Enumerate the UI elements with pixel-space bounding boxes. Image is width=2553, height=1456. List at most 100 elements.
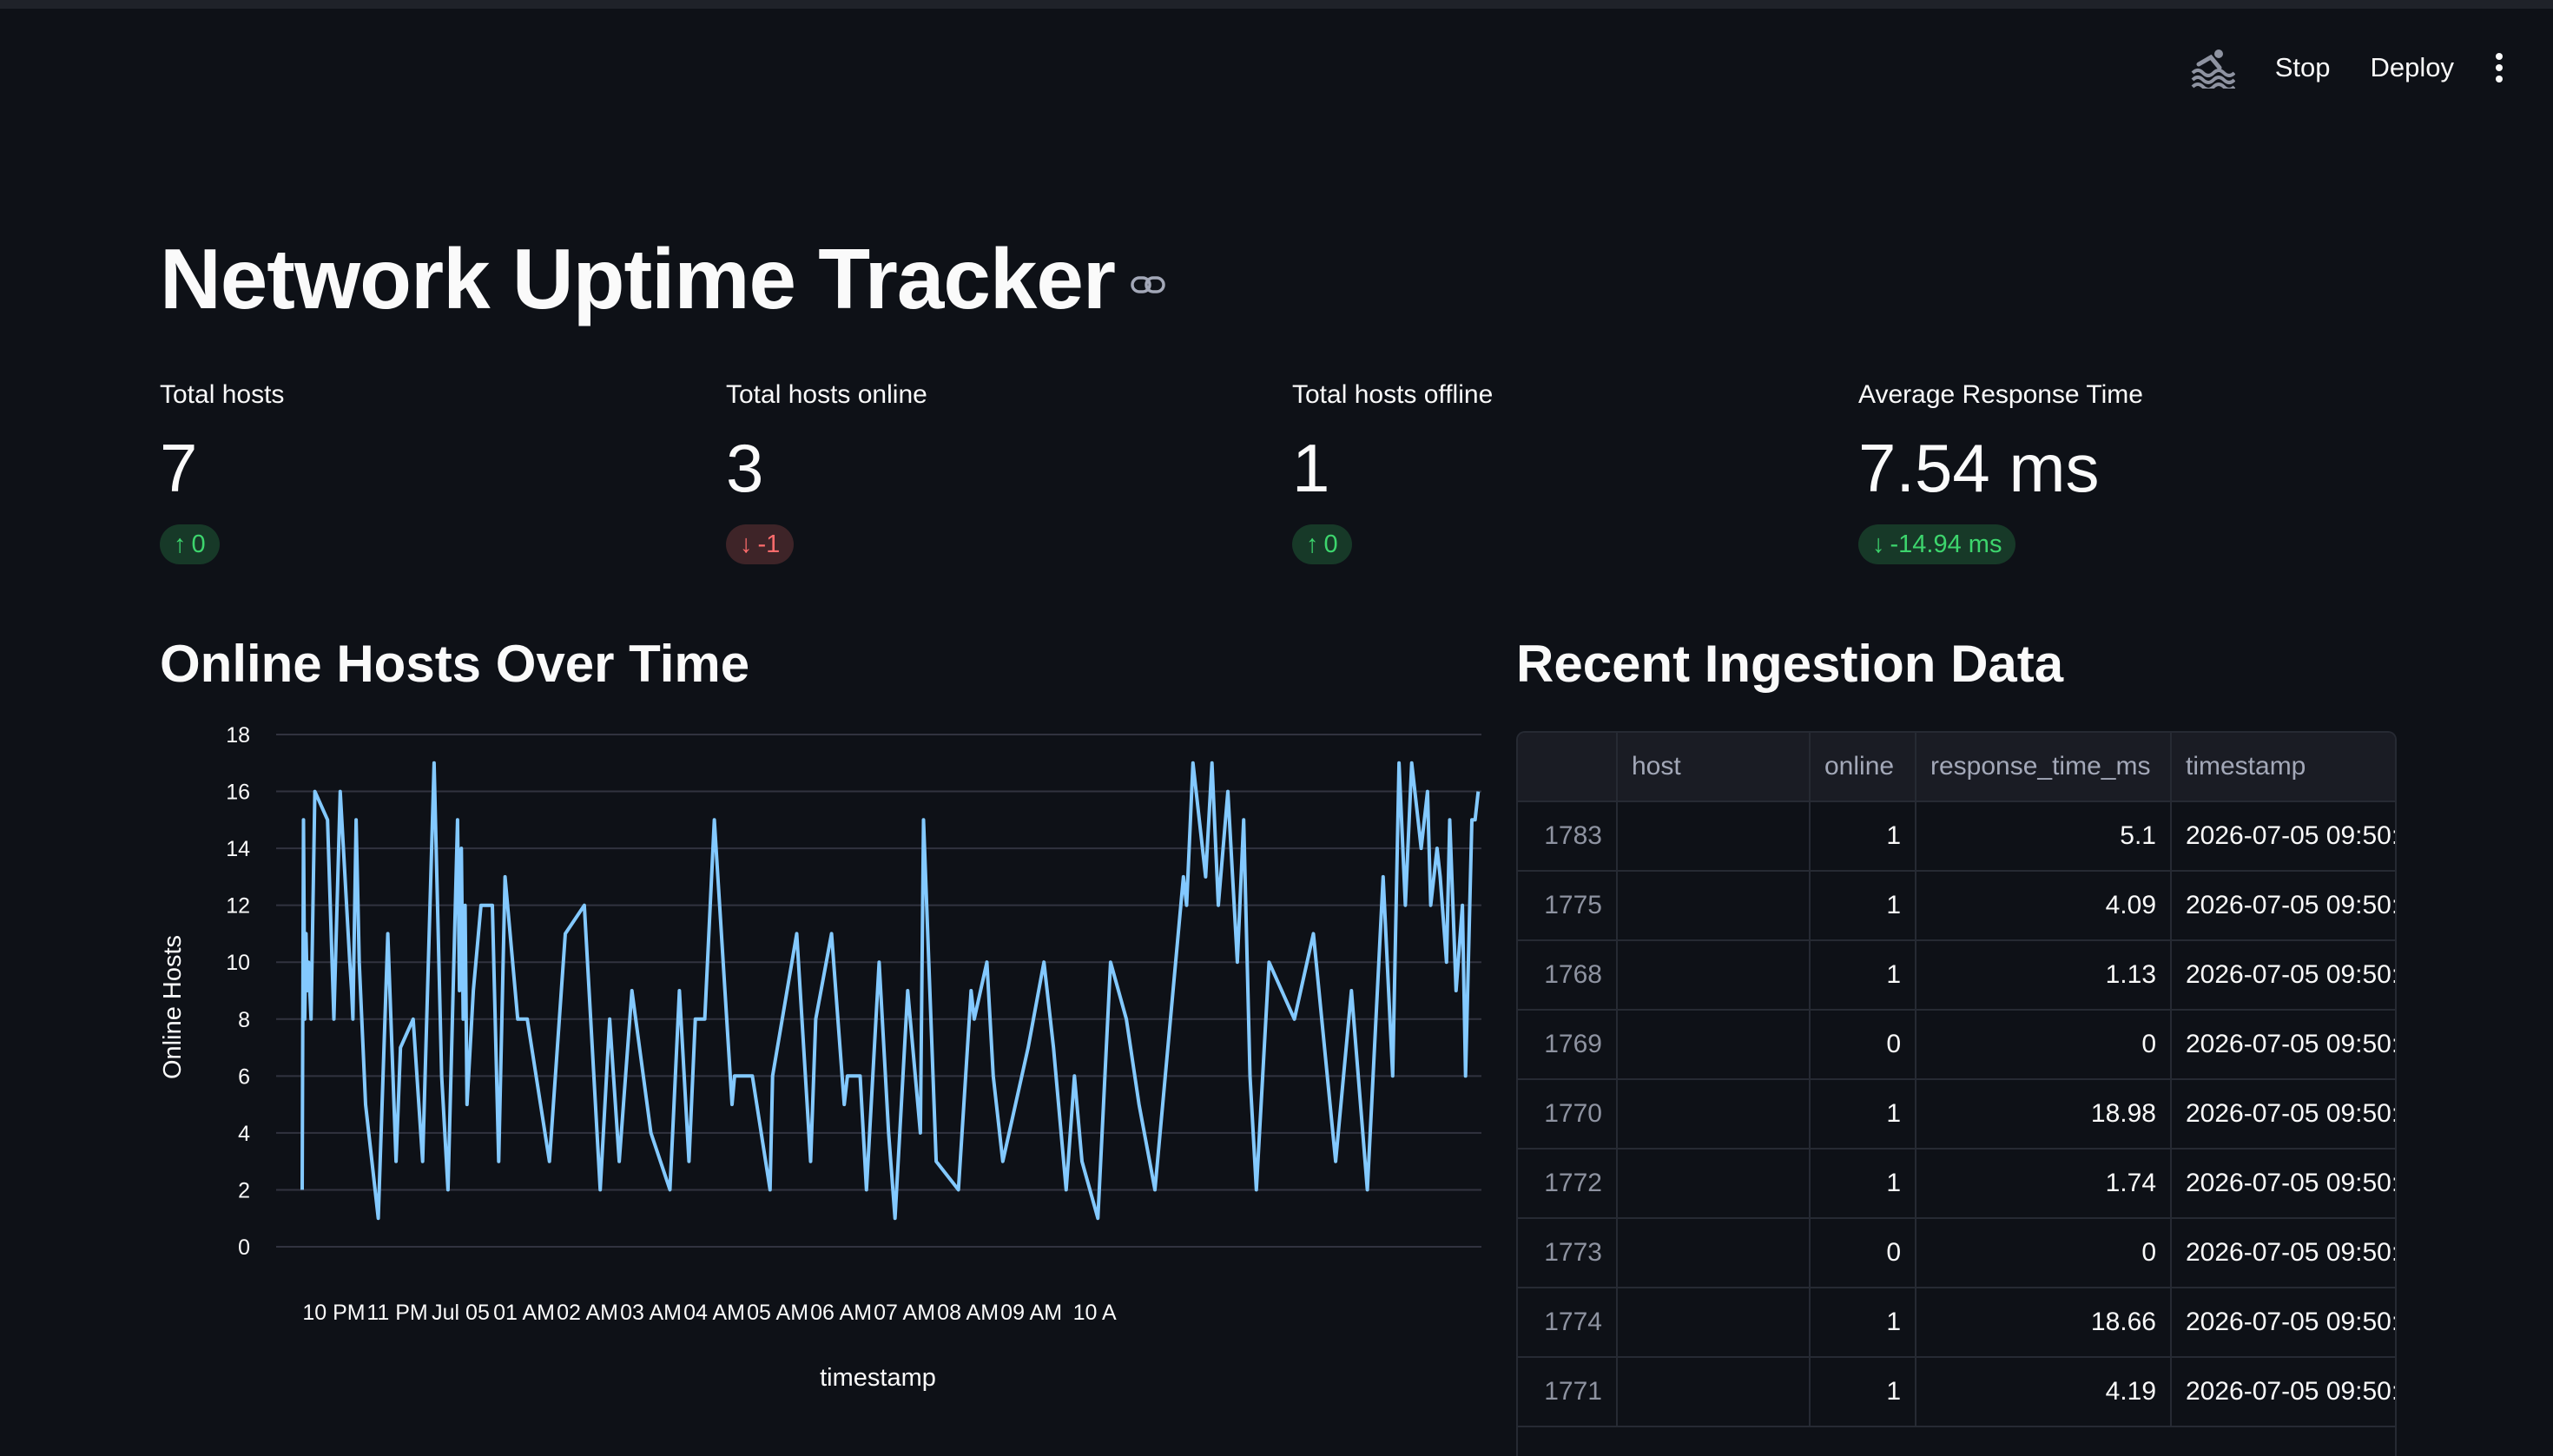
table-cell-response-time-ms[interactable]: 1.13 xyxy=(1916,940,2172,1011)
table-cell-host[interactable] xyxy=(1617,1218,1811,1288)
y-tick-label: 0 xyxy=(238,1235,250,1260)
deploy-button[interactable]: Deploy xyxy=(2370,52,2455,82)
table-cell-online[interactable]: 0 xyxy=(1810,1010,1916,1080)
arrow-up-icon: ↑ xyxy=(174,530,187,558)
table-cell-response-time-ms[interactable]: 5.1 xyxy=(1916,801,2172,872)
table-cell-index[interactable]: 1769 xyxy=(1518,1010,1618,1080)
column-header-index[interactable] xyxy=(1518,733,1618,802)
table-cell-response-time-ms[interactable]: 0 xyxy=(1916,1218,2172,1288)
table-cell-response-time-ms[interactable]: 4.09 xyxy=(1916,871,2172,941)
x-tick-label: 01 AM xyxy=(493,1301,555,1325)
y-tick-label: 4 xyxy=(238,1122,250,1146)
top-decoration-bar xyxy=(0,0,2553,9)
table-cell-timestamp[interactable]: 2026-07-05 09:50: xyxy=(2171,871,2395,941)
table-cell-timestamp[interactable]: 2026-07-05 09:50: xyxy=(2171,940,2395,1011)
x-tick-label: Jul 05 xyxy=(432,1301,490,1325)
metric-value: 3 xyxy=(726,430,764,506)
table-cell-index[interactable]: 1772 xyxy=(1518,1149,1618,1219)
table-cell-index[interactable]: 1768 xyxy=(1518,940,1618,1011)
y-tick-label: 6 xyxy=(238,1064,250,1089)
y-tick-label: 16 xyxy=(226,781,250,805)
table-cell-online[interactable]: 1 xyxy=(1810,940,1916,1011)
metric-total-hosts-online: Total hosts online 3 ↓ -1 xyxy=(726,380,927,564)
online-hosts-chart[interactable]: 0 2 4 6 8 10 12 14 16 18 10 PM 11 PM Jul 05 01 AM 02 … xyxy=(148,721,1485,1420)
table-cell-response-time-ms[interactable]: 0 xyxy=(1916,1010,2172,1080)
table-cell-index[interactable]: 1774 xyxy=(1518,1288,1618,1358)
x-tick-label: 06 AM xyxy=(810,1301,872,1325)
table-row[interactable]: 1770 1 18.98 2026-07-05 09:50: xyxy=(1518,1079,2395,1150)
table-cell-timestamp[interactable]: 2026-07-05 09:50: xyxy=(2171,1288,2395,1358)
table-cell-timestamp[interactable]: 2026-07-05 09:50: xyxy=(2171,1149,2395,1219)
kebab-menu-icon[interactable] xyxy=(2494,52,2504,83)
table-cell-online[interactable]: 1 xyxy=(1810,801,1916,872)
metric-delta-value: -14.94 ms xyxy=(1890,530,2002,558)
table-cell-online[interactable]: 0 xyxy=(1810,1218,1916,1288)
title-row: Network Uptime Tracker xyxy=(160,236,1165,321)
table-cell-response-time-ms[interactable]: 18.66 xyxy=(1916,1288,2172,1358)
table-row[interactable]: 1774 1 18.66 2026-07-05 09:50: xyxy=(1518,1288,2395,1358)
table-cell-index[interactable]: 1783 xyxy=(1518,801,1618,872)
table-cell-timestamp[interactable]: 2026-07-05 09:50: xyxy=(2171,1357,2395,1427)
metric-total-hosts: Total hosts 7 ↑ 0 xyxy=(160,380,284,564)
table-cell-response-time-ms[interactable]: 4.19 xyxy=(1916,1357,2172,1427)
page-title: Network Uptime Tracker xyxy=(160,231,1116,326)
table-cell-host[interactable] xyxy=(1617,1357,1811,1427)
x-tick-label: 04 AM xyxy=(683,1301,745,1325)
table-cell-online[interactable]: 1 xyxy=(1810,1079,1916,1150)
y-tick-label: 18 xyxy=(226,723,250,748)
line-chart-svg[interactable]: 0 2 4 6 8 10 12 14 16 18 10 PM 11 PM Jul 05 01 AM 02 … xyxy=(148,721,1485,1415)
x-tick-label: 03 AM xyxy=(620,1301,682,1325)
table-cell-response-time-ms[interactable]: 18.98 xyxy=(1916,1079,2172,1150)
table-cell-host[interactable] xyxy=(1617,1149,1811,1219)
table-cell-online[interactable]: 1 xyxy=(1810,1149,1916,1219)
metric-delta-value: -1 xyxy=(757,530,781,558)
metric-label: Total hosts offline xyxy=(1292,380,1494,409)
table-cell-host[interactable] xyxy=(1617,1079,1811,1150)
table-cell-online[interactable]: 1 xyxy=(1810,871,1916,941)
table-cell-timestamp[interactable]: 2026-07-05 09:50: xyxy=(2171,1079,2395,1150)
x-tick-label: 09 AM xyxy=(1000,1301,1062,1325)
table-cell-response-time-ms[interactable]: 1.74 xyxy=(1916,1149,2172,1219)
table-row[interactable]: 1769 0 0 2026-07-05 09:50: xyxy=(1518,1010,2395,1080)
table-cell-host[interactable] xyxy=(1617,1288,1811,1358)
column-header-host[interactable]: host xyxy=(1617,733,1811,802)
table-cell-index[interactable]: 1771 xyxy=(1518,1357,1618,1427)
metric-label: Total hosts online xyxy=(726,380,927,409)
table-cell-host[interactable] xyxy=(1617,801,1811,872)
y-tick-label: 14 xyxy=(226,837,250,861)
table-row[interactable]: 1775 1 4.09 2026-07-05 09:50: xyxy=(1518,871,2395,941)
anchor-link-icon[interactable] xyxy=(1131,274,1165,300)
table-cell-online[interactable]: 1 xyxy=(1810,1288,1916,1358)
table-cell-host[interactable] xyxy=(1617,1010,1811,1080)
metric-delta: ↑ 0 xyxy=(160,524,220,564)
y-axis-label: Online Hosts xyxy=(159,935,187,1079)
column-header-online[interactable]: online xyxy=(1810,733,1916,802)
table-cell-timestamp[interactable]: 2026-07-05 09:50: xyxy=(2171,1010,2395,1080)
x-tick-label: 11 PM xyxy=(366,1301,427,1325)
arrow-up-icon: ↑ xyxy=(1306,530,1319,558)
table-cell-index[interactable]: 1773 xyxy=(1518,1218,1618,1288)
column-header-response-time-ms[interactable]: response_time_ms xyxy=(1916,733,2172,802)
metric-delta: ↓ -1 xyxy=(726,524,795,564)
table-header-row: host online response_time_ms timestamp xyxy=(1518,733,2395,802)
ingestion-data-table[interactable]: host online response_time_ms timestamp 1783… xyxy=(1516,731,2397,1456)
table-cell-online[interactable]: 1 xyxy=(1810,1357,1916,1427)
table-row[interactable]: 1783 1 5.1 2026-07-05 09:50: xyxy=(1518,801,2395,872)
table-cell-timestamp[interactable]: 2026-07-05 09:50: xyxy=(2171,1218,2395,1288)
stop-button[interactable]: Stop xyxy=(2274,52,2331,82)
table-cell-timestamp[interactable]: 2026-07-05 09:50: xyxy=(2171,801,2395,872)
metric-delta-value: 0 xyxy=(1323,530,1338,558)
x-tick-label: 10 A xyxy=(1073,1301,1117,1325)
column-header-timestamp[interactable]: timestamp xyxy=(2171,733,2395,802)
table-row[interactable]: 1771 1 4.19 2026-07-05 09:50: xyxy=(1518,1357,2395,1427)
metric-label: Total hosts xyxy=(160,380,285,409)
table-cell-host[interactable] xyxy=(1617,871,1811,941)
y-tick-label: 12 xyxy=(226,894,250,919)
table-row[interactable]: 1773 0 0 2026-07-05 09:50: xyxy=(1518,1218,2395,1288)
table-cell-host[interactable] xyxy=(1617,940,1811,1011)
table-row[interactable]: 1768 1 1.13 2026-07-05 09:50: xyxy=(1518,940,2395,1011)
metric-value: 7.54 ms xyxy=(1858,430,2100,506)
table-cell-index[interactable]: 1775 xyxy=(1518,871,1618,941)
table-row[interactable]: 1772 1 1.74 2026-07-05 09:50: xyxy=(1518,1149,2395,1219)
table-cell-index[interactable]: 1770 xyxy=(1518,1079,1618,1150)
